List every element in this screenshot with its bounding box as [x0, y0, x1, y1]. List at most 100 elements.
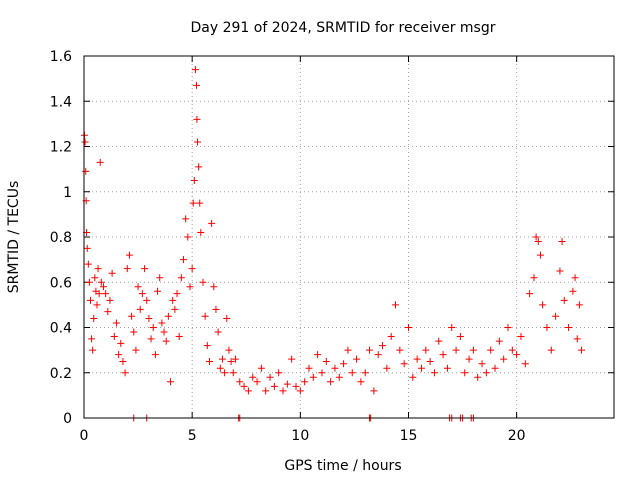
- data-point: [229, 369, 237, 377]
- data-point: [318, 369, 326, 377]
- data-point: [156, 274, 164, 282]
- data-point: [387, 333, 395, 341]
- data-point: [478, 360, 486, 368]
- data-point: [160, 328, 168, 336]
- data-point: [270, 382, 278, 390]
- data-point: [108, 269, 116, 277]
- data-point: [143, 296, 151, 304]
- x-tick-label: 0: [80, 428, 89, 444]
- data-point: [231, 355, 239, 363]
- data-point: [340, 360, 348, 368]
- data-point: [205, 357, 213, 365]
- data-point: [504, 324, 512, 331]
- data-point: [513, 351, 521, 359]
- y-tick-label: 1.4: [50, 94, 72, 110]
- data-point: [430, 369, 438, 377]
- data-point: [500, 355, 508, 363]
- data-point: [309, 373, 317, 381]
- data-point: [130, 328, 138, 336]
- data-point: [214, 328, 222, 336]
- data-point: [474, 373, 482, 381]
- data-point: [456, 333, 464, 341]
- data-point: [575, 301, 583, 309]
- x-tick-label: 5: [188, 428, 197, 444]
- data-point: [536, 251, 544, 259]
- y-tick-label: 0: [63, 411, 72, 427]
- data-point: [191, 66, 199, 74]
- y-tick-label: 1: [63, 185, 72, 201]
- data-point: [452, 346, 460, 354]
- data-point: [169, 296, 177, 304]
- data-point: [184, 233, 192, 241]
- data-point: [149, 324, 157, 331]
- data-point: [422, 346, 430, 354]
- data-point: [91, 274, 99, 282]
- data-point: [164, 312, 172, 320]
- data-point: [426, 357, 434, 365]
- data-point: [192, 81, 200, 89]
- y-tick-label: 0.2: [50, 366, 72, 382]
- data-point: [348, 369, 356, 377]
- data-point: [279, 387, 287, 395]
- data-point: [106, 296, 114, 304]
- data-point: [409, 373, 417, 381]
- data-point: [357, 378, 365, 386]
- data-point: [314, 351, 322, 359]
- data-point: [136, 305, 144, 313]
- data-point: [327, 378, 335, 386]
- x-tick-label: 20: [508, 428, 526, 444]
- data-point: [383, 364, 391, 372]
- data-point: [196, 199, 204, 207]
- data-point: [556, 267, 564, 275]
- data-point: [147, 335, 155, 343]
- data-point: [115, 351, 123, 359]
- axes: 0 5 10 15 20 0 0.2 0.4 0.6 0.8 1 1.2 1.4 1.6: [50, 49, 614, 444]
- data-point: [552, 312, 560, 320]
- data-point: [110, 333, 118, 341]
- data-point: [236, 378, 244, 386]
- data-point: [203, 342, 211, 350]
- data-point: [396, 346, 404, 354]
- data-point: [539, 301, 547, 309]
- data-point: [182, 215, 190, 223]
- data-point: [154, 287, 162, 295]
- data-point: [547, 346, 555, 354]
- data-point: [102, 290, 110, 298]
- data-point: [88, 335, 96, 343]
- data-point: [81, 138, 89, 146]
- data-point: [448, 324, 456, 331]
- data-point: [193, 115, 201, 123]
- data-point: [216, 364, 224, 372]
- data-point: [331, 364, 339, 372]
- data-point: [257, 364, 265, 372]
- data-point: [565, 324, 573, 331]
- data-point: [162, 337, 170, 345]
- data-point: [94, 265, 102, 273]
- data-point: [508, 346, 516, 354]
- x-tick-label: 10: [291, 428, 309, 444]
- data-point: [145, 314, 153, 322]
- data-point: [189, 199, 197, 207]
- data-point: [90, 314, 98, 322]
- y-axis-label: SRMTID / TECUs: [6, 181, 22, 294]
- data-point: [104, 308, 112, 316]
- data-point: [132, 346, 140, 354]
- y-tick-label: 1.6: [50, 49, 72, 65]
- data-point: [180, 256, 188, 264]
- data-point: [301, 378, 309, 386]
- data-point: [366, 346, 374, 354]
- data-point: [262, 387, 270, 395]
- data-point: [495, 337, 503, 345]
- data-point: [99, 283, 107, 291]
- data-point: [335, 373, 343, 381]
- data-point: [288, 355, 296, 363]
- data-point: [225, 346, 233, 354]
- data-point: [83, 244, 91, 252]
- data-point: [487, 346, 495, 354]
- data-point: [469, 346, 477, 354]
- data-point: [534, 238, 542, 246]
- data-point: [112, 319, 120, 327]
- data-point: [292, 382, 300, 390]
- x-axis-label: GPS time / hours: [284, 458, 401, 474]
- data-point: [201, 312, 209, 320]
